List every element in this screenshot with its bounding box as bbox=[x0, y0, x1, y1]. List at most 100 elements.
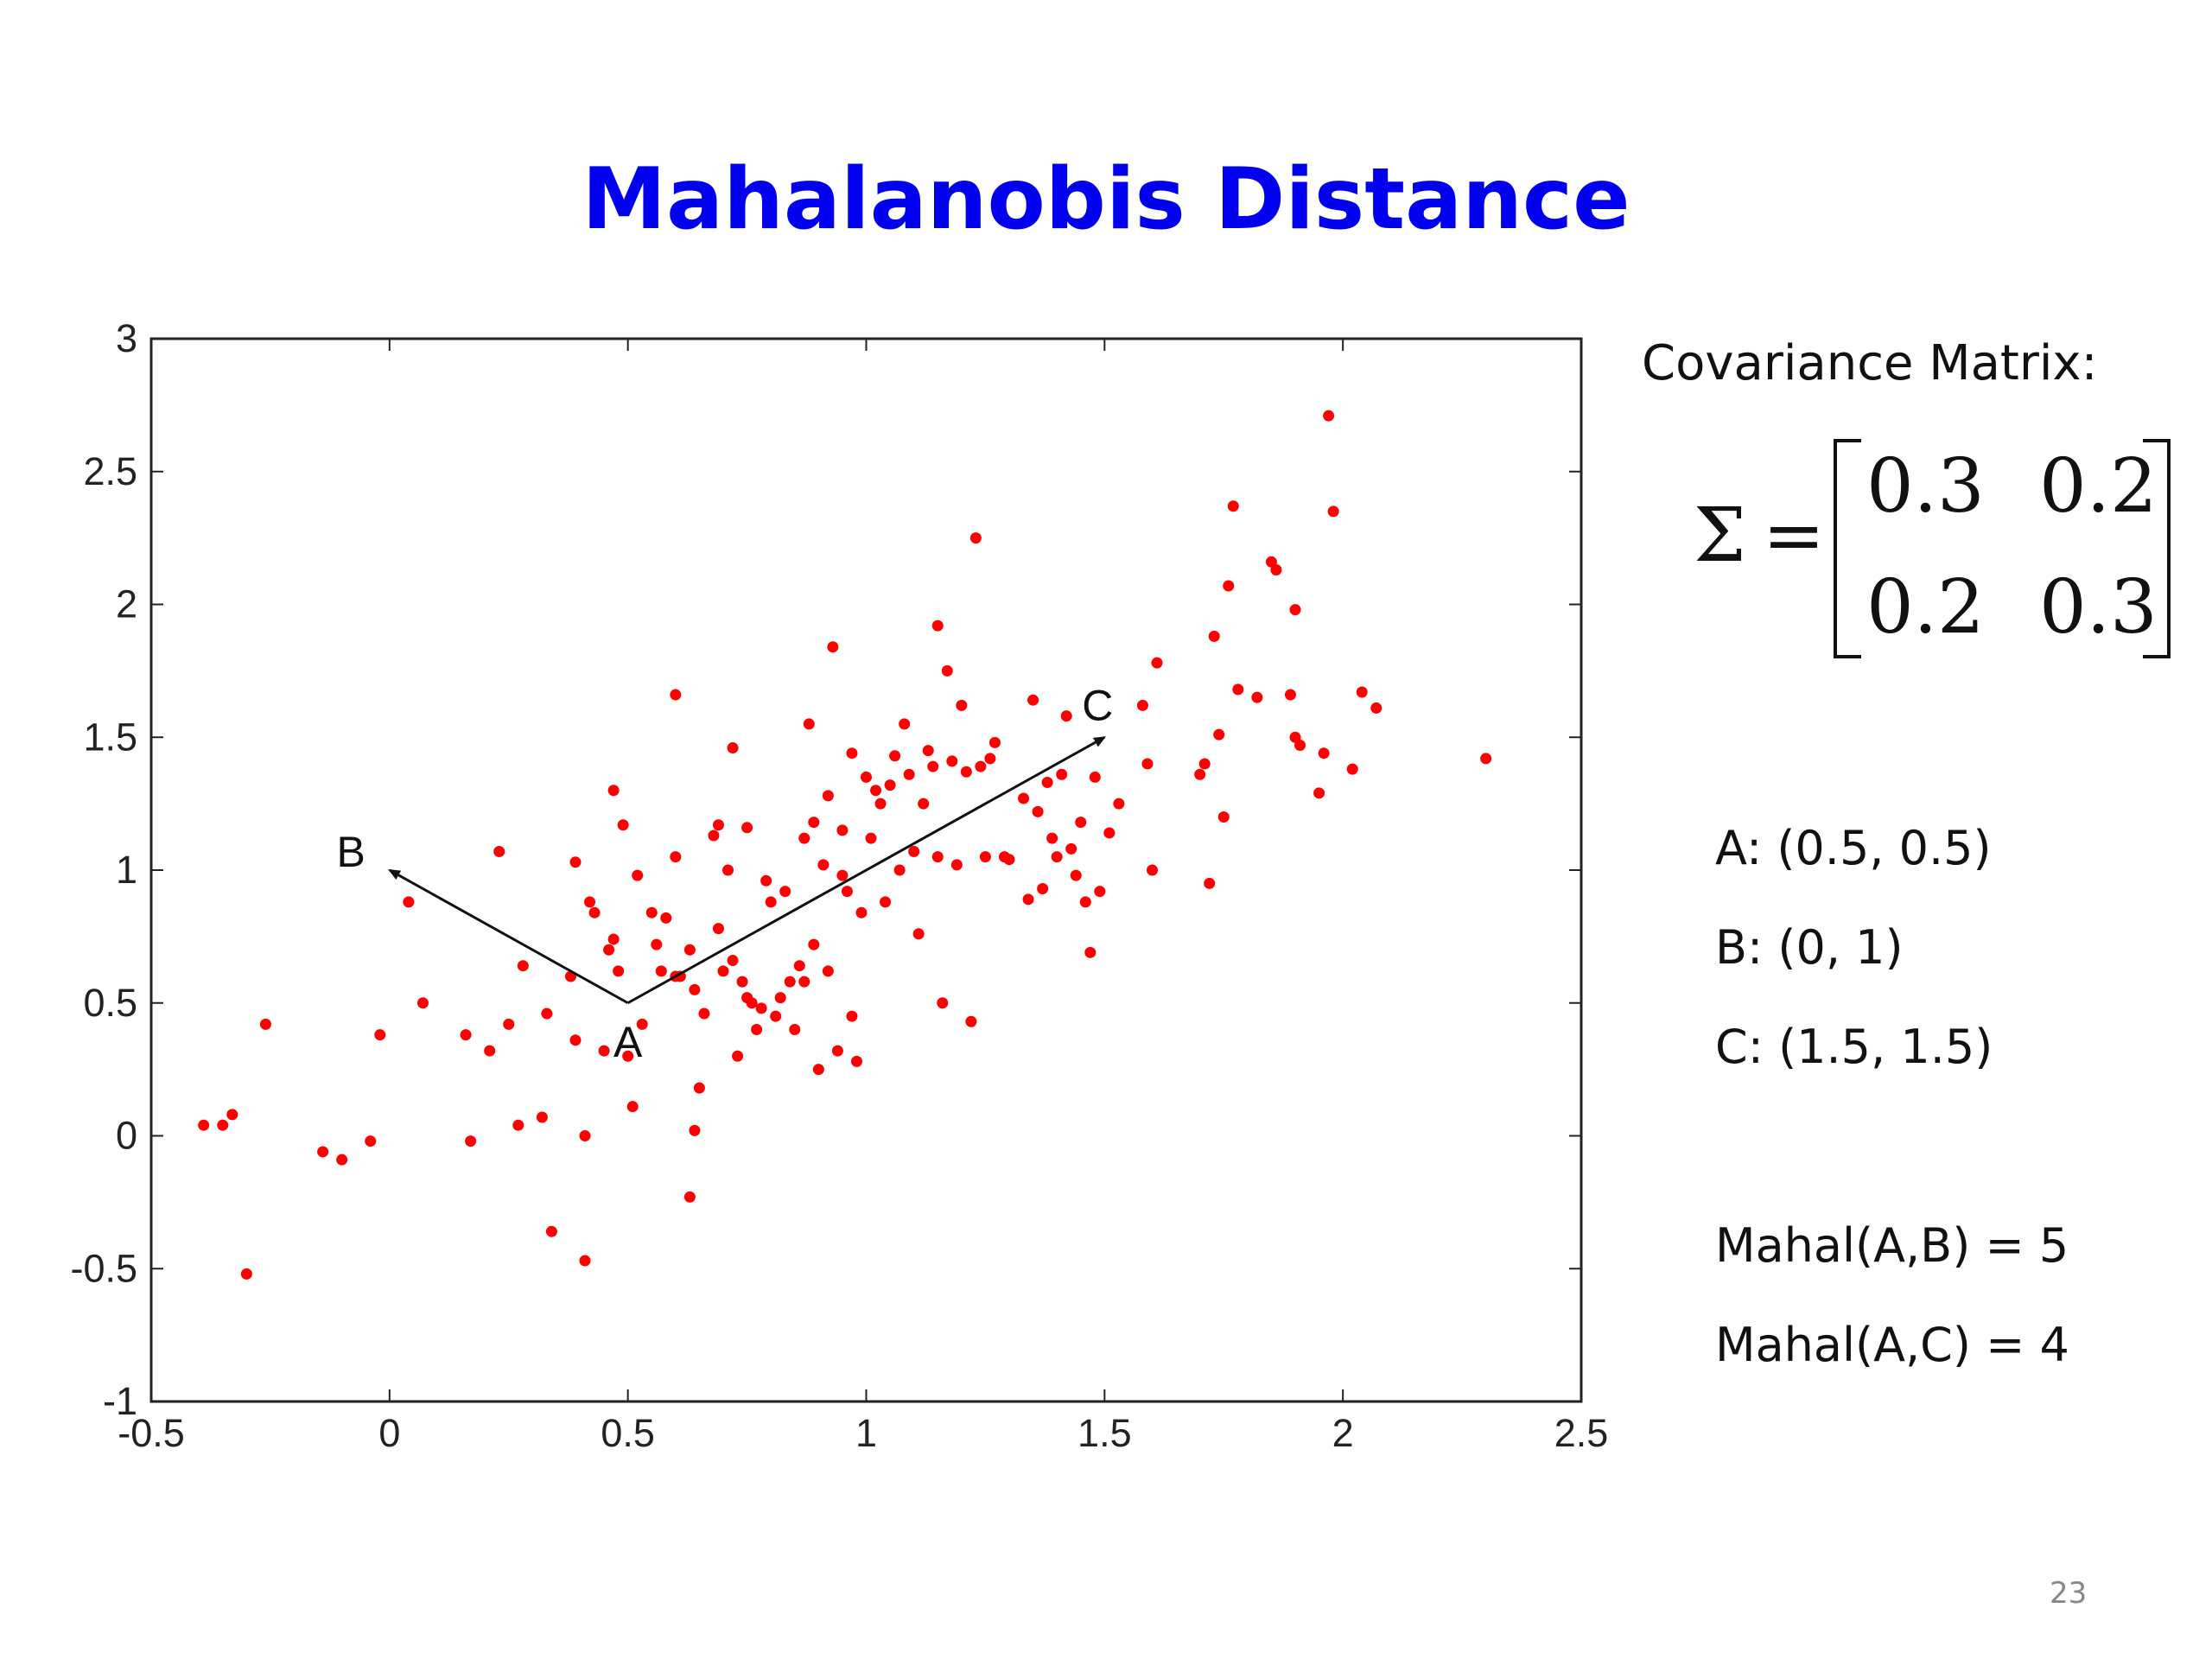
x-tick-label: 1.5 bbox=[1077, 1411, 1132, 1455]
data-point bbox=[908, 845, 920, 857]
data-point bbox=[579, 1255, 591, 1267]
data-point bbox=[831, 1045, 843, 1057]
data-point bbox=[827, 641, 839, 653]
data-point bbox=[732, 1050, 744, 1062]
sigma-symbol: Σ bbox=[1694, 493, 1746, 579]
data-point bbox=[569, 1034, 582, 1046]
data-point bbox=[812, 1064, 824, 1076]
data-point bbox=[416, 997, 429, 1009]
data-point bbox=[1346, 763, 1358, 775]
data-point bbox=[541, 1007, 553, 1020]
data-point bbox=[984, 753, 996, 765]
data-point bbox=[484, 1045, 496, 1057]
data-point bbox=[1356, 686, 1368, 698]
data-point bbox=[1056, 768, 1068, 780]
data-point bbox=[655, 965, 667, 977]
y-tick-label: 1 bbox=[116, 848, 137, 892]
annotation-arrows bbox=[388, 735, 1107, 1005]
x-tick-label: -0.5 bbox=[118, 1411, 185, 1455]
data-point bbox=[889, 750, 901, 762]
data-point bbox=[1270, 564, 1282, 576]
data-point bbox=[545, 1225, 557, 1237]
data-point bbox=[1070, 869, 1082, 881]
data-point bbox=[607, 785, 620, 797]
data-point bbox=[1084, 946, 1096, 958]
data-point bbox=[861, 771, 872, 783]
matrix-right-bracket bbox=[2143, 439, 2171, 658]
point-c-coords: C: (1.5, 1.5) bbox=[1715, 1020, 1993, 1074]
data-point bbox=[855, 906, 868, 918]
data-point bbox=[493, 845, 505, 857]
mahal-a-b: Mahal(A,B) = 5 bbox=[1715, 1218, 2069, 1273]
data-point bbox=[798, 832, 810, 844]
x-tick-label: 0.5 bbox=[601, 1411, 655, 1455]
data-point bbox=[941, 664, 953, 677]
data-point bbox=[779, 886, 791, 898]
data-point bbox=[683, 944, 696, 956]
data-point bbox=[1294, 739, 1306, 751]
annotation-b: B bbox=[336, 828, 365, 876]
data-point bbox=[918, 798, 930, 810]
data-point bbox=[1018, 792, 1030, 804]
y-tick-label: 3 bbox=[116, 316, 137, 360]
matrix-cell-2-1: 0.2 bbox=[1866, 564, 1985, 651]
data-point bbox=[874, 798, 887, 810]
data-point bbox=[645, 906, 658, 918]
arrow-a-to-c bbox=[626, 735, 1107, 1005]
data-point bbox=[1089, 771, 1101, 783]
y-tick-label: 2.5 bbox=[83, 449, 137, 493]
x-tick-label: 0 bbox=[378, 1411, 400, 1455]
data-point bbox=[660, 912, 672, 924]
data-point bbox=[1323, 410, 1335, 422]
data-point bbox=[1075, 817, 1087, 829]
data-point bbox=[683, 1191, 696, 1203]
data-point bbox=[1151, 657, 1163, 669]
data-point bbox=[950, 859, 963, 871]
data-point bbox=[1113, 798, 1125, 810]
data-point bbox=[969, 532, 982, 544]
data-point bbox=[741, 822, 753, 834]
data-point bbox=[1284, 689, 1296, 701]
data-point bbox=[836, 824, 849, 836]
data-point bbox=[336, 1154, 348, 1166]
data-point bbox=[636, 1018, 648, 1030]
data-point bbox=[841, 886, 853, 898]
scatter-points bbox=[198, 410, 1492, 1280]
data-point bbox=[1051, 851, 1063, 863]
data-point bbox=[1079, 896, 1091, 908]
covariance-matrix: Σ = 0.3 0.2 0.2 0.3 bbox=[1694, 432, 2177, 665]
data-point bbox=[884, 779, 896, 791]
data-point bbox=[880, 896, 892, 908]
data-point bbox=[1103, 827, 1116, 839]
y-tick-labels: -1 -0.5 0 0.5 1 1.5 2 2.5 3 bbox=[70, 316, 137, 1423]
data-point bbox=[1032, 805, 1044, 817]
y-tick-label: 0 bbox=[116, 1114, 137, 1158]
data-point bbox=[893, 864, 906, 876]
data-point bbox=[708, 830, 720, 842]
matrix-left-bracket bbox=[1834, 439, 1861, 658]
data-point bbox=[693, 1082, 705, 1094]
data-point bbox=[226, 1109, 238, 1121]
data-point bbox=[622, 1050, 634, 1062]
data-point bbox=[946, 755, 958, 767]
data-point bbox=[217, 1119, 229, 1131]
data-point bbox=[931, 851, 944, 863]
data-point bbox=[584, 896, 596, 908]
data-point bbox=[1217, 811, 1230, 823]
data-point bbox=[465, 1135, 477, 1147]
arrow-a-to-b bbox=[388, 868, 629, 1005]
data-point bbox=[1223, 580, 1235, 592]
data-point bbox=[607, 933, 620, 945]
data-point bbox=[626, 1101, 639, 1113]
data-point bbox=[651, 938, 663, 950]
data-point bbox=[803, 718, 815, 730]
data-point bbox=[1046, 832, 1058, 844]
data-point bbox=[1147, 864, 1158, 876]
data-point bbox=[965, 1015, 977, 1027]
x-tick-labels: -0.5 0 0.5 1 1.5 2 2.5 bbox=[118, 1411, 1608, 1455]
data-point bbox=[1370, 702, 1382, 714]
data-point bbox=[899, 718, 911, 730]
data-point bbox=[784, 976, 796, 988]
data-point bbox=[765, 896, 777, 908]
data-point bbox=[927, 760, 939, 772]
